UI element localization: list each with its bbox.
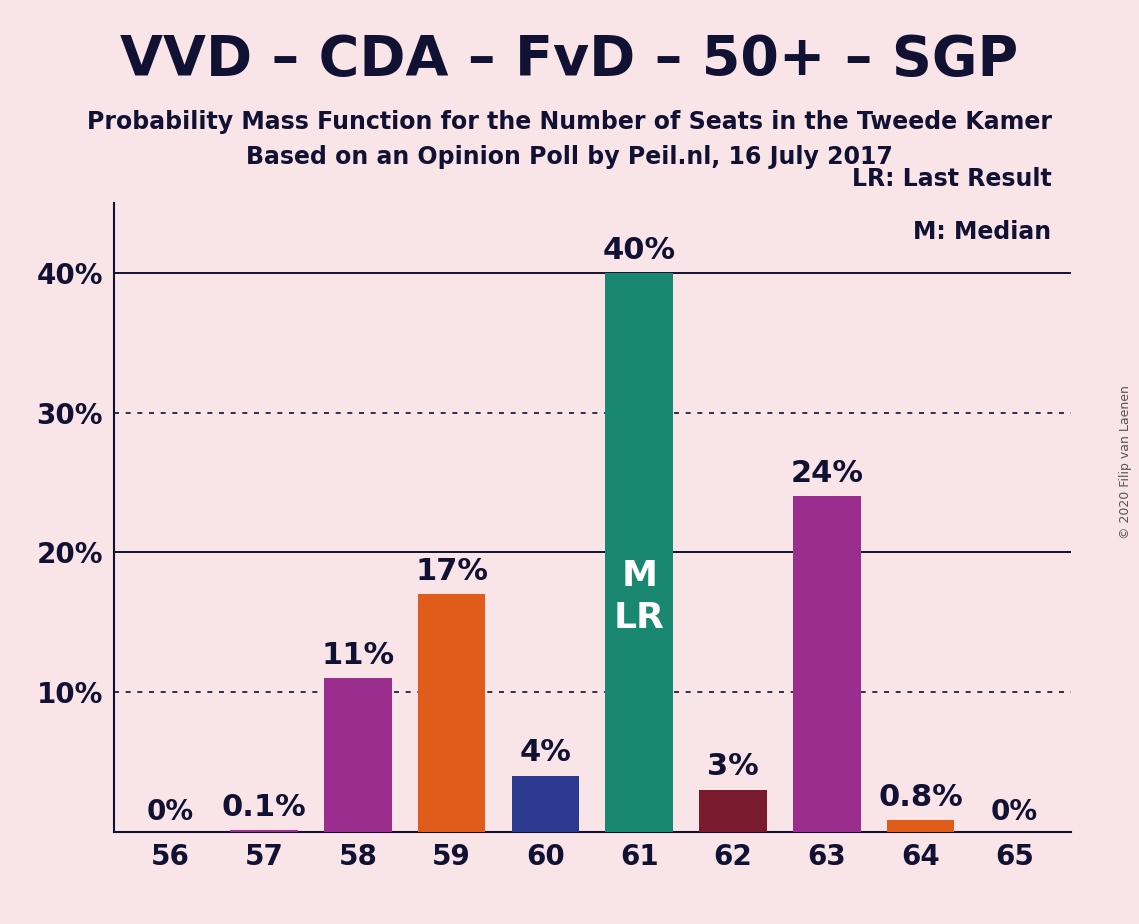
Bar — [606, 274, 673, 832]
Text: 4%: 4% — [519, 738, 572, 767]
Bar — [230, 830, 297, 832]
Bar — [511, 776, 579, 832]
Text: 0.1%: 0.1% — [222, 793, 306, 821]
Bar — [418, 594, 485, 832]
Text: 3%: 3% — [707, 752, 759, 782]
Text: 24%: 24% — [790, 459, 863, 488]
Bar — [887, 821, 954, 832]
Text: © 2020 Filip van Laenen: © 2020 Filip van Laenen — [1118, 385, 1132, 539]
Text: M: Median: M: Median — [913, 220, 1051, 244]
Text: M
LR: M LR — [614, 559, 665, 635]
Text: 11%: 11% — [321, 640, 394, 670]
Text: Based on an Opinion Poll by Peil.nl, 16 July 2017: Based on an Opinion Poll by Peil.nl, 16 … — [246, 145, 893, 169]
Bar — [793, 496, 861, 832]
Text: 17%: 17% — [415, 557, 489, 586]
Text: LR: Last Result: LR: Last Result — [852, 166, 1051, 190]
Bar — [699, 790, 767, 832]
Text: 40%: 40% — [603, 236, 675, 264]
Text: Probability Mass Function for the Number of Seats in the Tweede Kamer: Probability Mass Function for the Number… — [87, 110, 1052, 134]
Bar — [323, 678, 392, 832]
Text: 0%: 0% — [147, 798, 194, 826]
Text: 0%: 0% — [991, 798, 1038, 826]
Text: VVD – CDA – FvD – 50+ – SGP: VVD – CDA – FvD – 50+ – SGP — [121, 33, 1018, 87]
Text: 0.8%: 0.8% — [878, 783, 962, 812]
